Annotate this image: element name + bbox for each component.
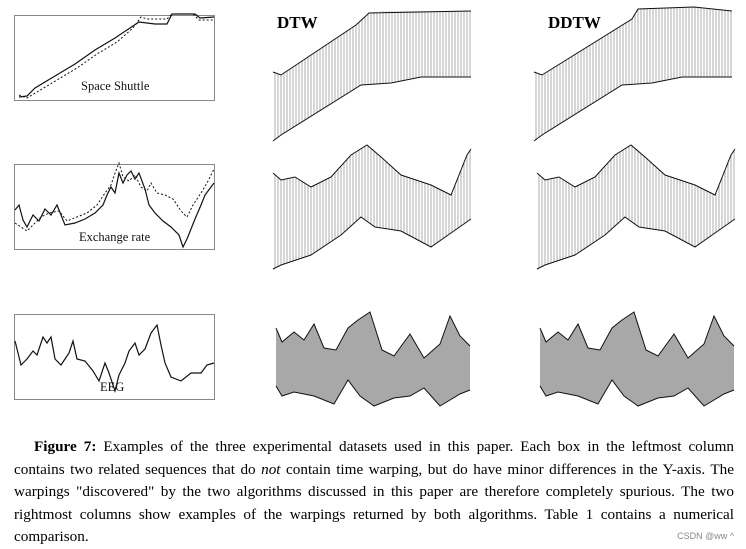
dataset-label-eeg: EEG: [100, 380, 125, 394]
ddtw-eeg-warping: [539, 311, 735, 407]
dtw-eeg-warping: [275, 311, 471, 407]
figure-label: Figure 7:: [34, 438, 97, 455]
column-title-ddtw: DDTW: [548, 13, 601, 32]
column-title-dtw: DTW: [277, 13, 318, 32]
exchange-rate-lines: [14, 161, 215, 249]
caption-emphasis: not: [261, 460, 281, 478]
figure-caption: Figure 7: Examples of the three experime…: [14, 436, 734, 549]
caption-text-2: contain time warping, but do have minor …: [14, 460, 734, 546]
dtw-exchange-rate-warping: [272, 144, 472, 270]
space-shuttle-lines: [18, 13, 215, 99]
caption-text-1: Examples of the three experimental datas…: [14, 438, 734, 478]
dataset-label-exchange-rate: Exchange rate: [79, 230, 151, 244]
ddtw-space-shuttle-warping: [533, 6, 733, 142]
watermark: CSDN @ww ^: [677, 531, 734, 541]
eeg-plot: EEG: [14, 314, 215, 400]
dataset-label-space-shuttle: Space Shuttle: [81, 79, 150, 93]
dtw-space-shuttle-warping: [272, 10, 472, 142]
eeg-lines: [14, 323, 215, 394]
exchange-rate-plot: Exchange rate: [14, 161, 215, 250]
space-shuttle-plot: Space Shuttle: [14, 13, 215, 101]
ddtw-exchange-rate-warping: [536, 144, 736, 270]
